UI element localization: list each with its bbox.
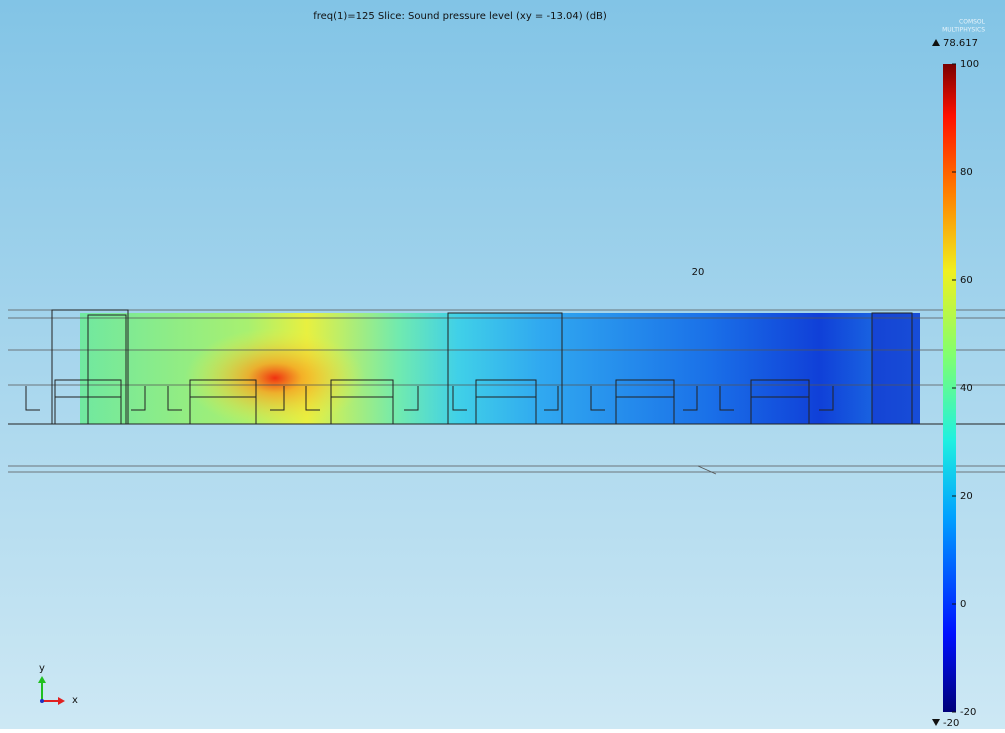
x-axis-label: x — [72, 695, 78, 706]
plot-title: freq(1)=125 Slice: Sound pressure level … — [313, 11, 607, 22]
min-marker — [932, 719, 940, 726]
colorbar-tick-label: 40 — [960, 383, 973, 394]
colorbar — [943, 64, 956, 712]
max-marker — [932, 39, 940, 46]
slice-end — [872, 313, 920, 424]
axis-triad: y x — [38, 663, 78, 706]
furniture — [25, 379, 834, 425]
colorbar-tick-label: 0 — [960, 599, 966, 610]
logo: MULTIPHYSICS — [942, 27, 985, 34]
y-axis-label: y — [39, 663, 45, 674]
colorbar-tick-label: -20 — [960, 707, 976, 718]
colorbar-tick-label: 60 — [960, 275, 973, 286]
min-value: -20 — [943, 718, 959, 729]
max-value: 78.617 — [943, 38, 978, 49]
geometry — [8, 309, 1005, 475]
hotspot — [185, 328, 365, 428]
colorbar-tick-label: 20 — [960, 491, 973, 502]
logo: COMSOL — [959, 19, 986, 26]
colorbar-tick-label: 100 — [960, 59, 979, 70]
annotation: 20 — [692, 267, 705, 278]
colorbar-tick-label: 80 — [960, 167, 973, 178]
